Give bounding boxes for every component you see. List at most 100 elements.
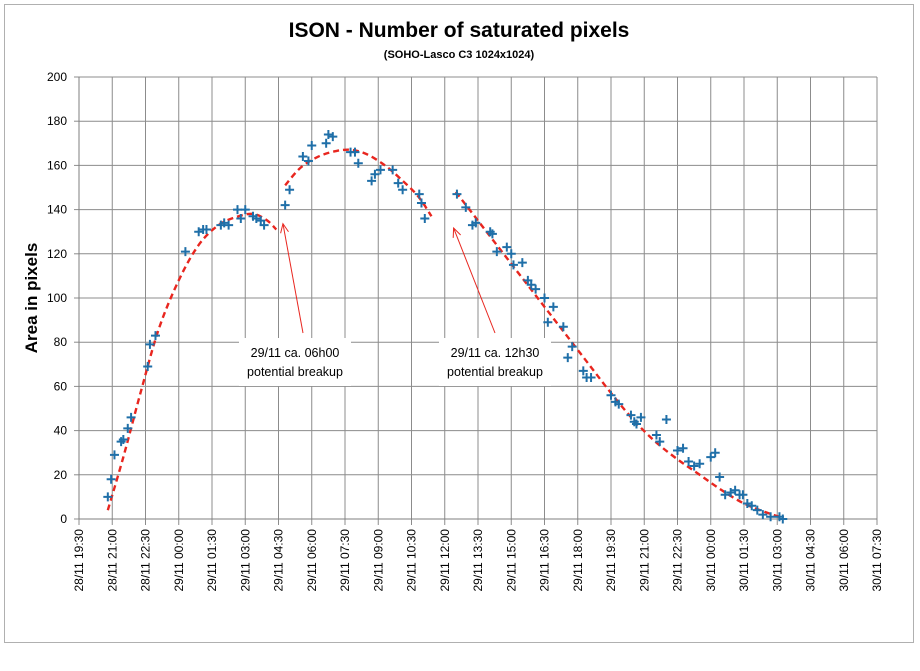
data-point	[150, 331, 160, 341]
data-point	[526, 280, 536, 290]
arrow-head	[280, 222, 289, 234]
data-point	[487, 229, 497, 239]
x-tick-label: 30/11 04:30	[804, 529, 818, 592]
y-tick-label: 0	[60, 512, 67, 526]
x-tick-label: 29/11 04:30	[272, 529, 286, 592]
chart-subtitle: (SOHO-Lasco C3 1024x1024)	[384, 49, 535, 61]
data-point	[506, 249, 516, 259]
annotation-line1: 29/11 ca. 12h30	[451, 346, 540, 360]
data-point	[367, 176, 377, 186]
data-point	[350, 147, 360, 157]
y-tick-label: 160	[47, 158, 67, 172]
data-point	[548, 302, 558, 312]
data-point	[673, 445, 682, 455]
data-point	[393, 178, 403, 188]
y-tick-label: 80	[54, 335, 68, 349]
annotation-arrow	[453, 227, 496, 334]
y-tick-label: 60	[54, 379, 68, 393]
data-point	[298, 152, 308, 162]
data-point	[103, 492, 113, 502]
data-point	[636, 412, 646, 422]
data-point	[240, 205, 250, 215]
data-point	[370, 169, 380, 179]
data-point	[236, 213, 246, 223]
data-point	[224, 220, 234, 230]
data-point	[492, 247, 502, 257]
y-tick-labels: 0 20 40 60 80 100 120 140 160 180 200	[47, 70, 67, 526]
data-point	[416, 198, 426, 208]
data-point	[517, 258, 527, 268]
data-point	[321, 138, 331, 148]
x-tick-label: 30/11 06:00	[837, 529, 851, 592]
data-point	[109, 450, 119, 460]
x-tick-label: 28/11 19:30	[72, 529, 86, 592]
x-tick-label: 29/11 13:30	[471, 529, 485, 592]
data-point	[353, 158, 363, 168]
data-point	[563, 353, 573, 363]
data-point	[710, 448, 720, 458]
data-point	[201, 224, 211, 234]
annotation: 29/11 ca. 06h00 potential breakup	[239, 222, 351, 386]
annotation-line1: 29/11 ca. 06h00	[251, 346, 340, 360]
data-point	[678, 443, 688, 453]
data-point	[540, 293, 549, 303]
annotation-box	[239, 338, 351, 386]
data-point	[778, 514, 788, 524]
x-tick-label: 29/11 06:00	[305, 529, 319, 592]
y-tick-label: 140	[47, 203, 67, 217]
data-point	[626, 410, 636, 420]
data-point	[388, 165, 398, 175]
data-point	[738, 490, 748, 500]
data-point	[285, 185, 295, 195]
data-point	[375, 165, 385, 175]
data-point	[106, 474, 116, 484]
x-tick-label: 30/11 07:30	[870, 529, 884, 592]
data-point	[143, 362, 153, 372]
x-tick-label: 30/11 01:30	[737, 529, 751, 592]
y-tick-label: 200	[47, 70, 67, 84]
y-tick-label: 100	[47, 291, 67, 305]
x-tick-label: 29/11 00:00	[172, 529, 186, 592]
data-point	[471, 218, 481, 228]
data-point	[715, 472, 725, 482]
x-tick-label: 29/11 01:30	[205, 529, 219, 592]
fit-curve	[106, 212, 278, 511]
data-point	[414, 189, 424, 199]
x-tick-label: 30/11 00:00	[704, 529, 718, 592]
data-point	[578, 366, 588, 376]
data-point	[651, 430, 661, 440]
x-tick-label: 29/11 07:30	[338, 529, 352, 592]
data-point	[328, 132, 338, 142]
data-point	[531, 284, 541, 294]
data-point	[684, 457, 694, 467]
y-tick-label: 180	[47, 114, 67, 128]
data-point	[259, 220, 269, 230]
data-point	[747, 501, 757, 511]
data-point	[567, 342, 577, 352]
x-tick-label: 28/11 22:30	[139, 529, 153, 592]
arrow-head	[452, 226, 461, 238]
data-point	[123, 423, 133, 433]
data-point	[689, 461, 699, 471]
y-tick-label: 120	[47, 247, 67, 261]
data-point	[398, 185, 408, 195]
y-tick-label: 40	[54, 424, 68, 438]
data-point	[420, 213, 430, 223]
chart-title: ISON - Number of saturated pixels	[289, 19, 630, 42]
data-point	[280, 200, 290, 210]
annotation-box	[439, 338, 551, 386]
x-tick-label: 28/11 21:00	[105, 529, 119, 592]
data-point	[720, 490, 730, 500]
x-tick-label: 29/11 22:30	[671, 529, 685, 592]
data-point	[452, 189, 462, 199]
x-tick-label: 29/11 03:00	[238, 529, 252, 592]
annotation-line2: potential breakup	[447, 365, 543, 379]
chart-frame	[4, 4, 914, 643]
fit-curves	[106, 148, 780, 518]
data-point	[766, 512, 776, 522]
data-point	[118, 434, 128, 444]
data-points	[103, 129, 788, 524]
data-point	[126, 412, 136, 422]
